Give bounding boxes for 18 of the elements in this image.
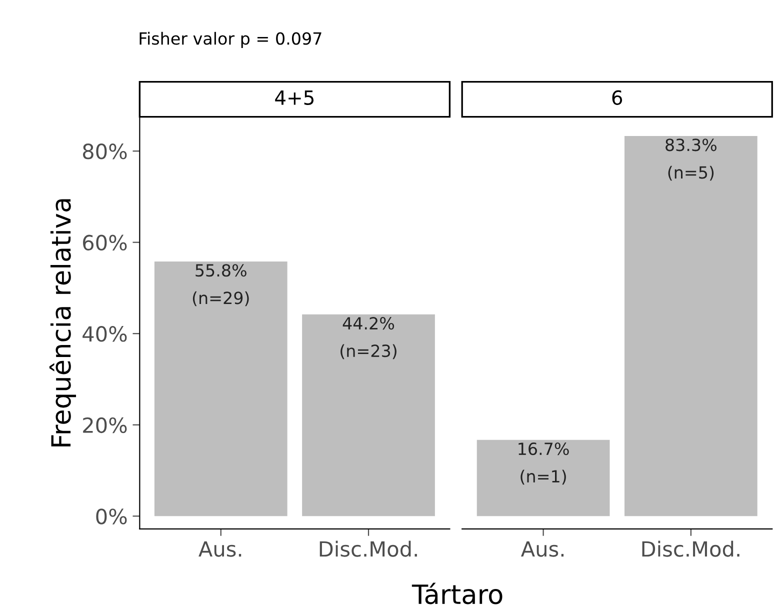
data-label: 55.8% (n=29) bbox=[192, 264, 249, 306]
x-tick-label: Disc.Mod. bbox=[642, 540, 740, 557]
y-tick-label: 20% bbox=[83, 417, 127, 434]
data-label: 83.3% (n=5) bbox=[666, 138, 716, 181]
y-axis-title: Frequência relativa bbox=[49, 199, 76, 446]
y-tick-label: 40% bbox=[82, 326, 127, 342]
x-tick-label: Aus. bbox=[198, 541, 242, 557]
y-tick-label: 0% bbox=[96, 508, 127, 524]
chart-subtitle: 6 bbox=[612, 90, 622, 105]
data-label: 16.7% (n=1) bbox=[518, 442, 569, 485]
chart-title: Fisher valor p = 0.097 bbox=[140, 32, 322, 48]
x-tick-label: Disc.Mod. bbox=[320, 540, 417, 557]
data-label: 44.2% (n=23) bbox=[340, 317, 396, 360]
y-tick-label: 60% bbox=[83, 234, 127, 251]
x-tick-label: Aus. bbox=[520, 541, 564, 557]
x-axis-title: Tártaro bbox=[412, 582, 502, 604]
y-tick-label: 80% bbox=[82, 144, 127, 160]
chart-subtitle: 4+5 bbox=[275, 90, 314, 105]
